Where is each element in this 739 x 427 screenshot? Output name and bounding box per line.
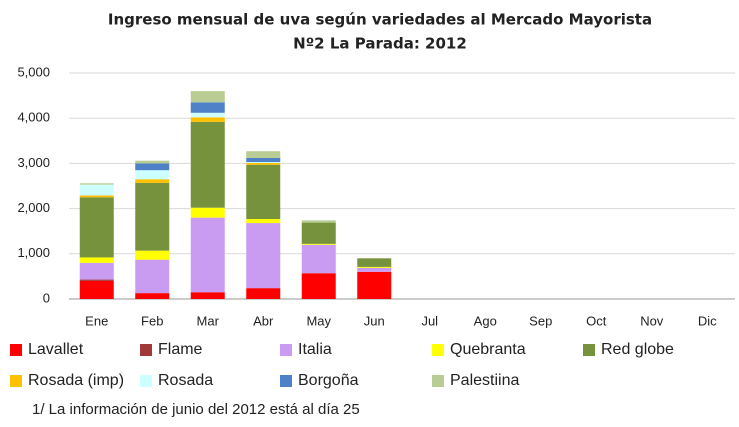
y-tick-label: 1,000 xyxy=(17,245,50,260)
bar-segment xyxy=(135,259,170,294)
bar-segment xyxy=(135,182,170,251)
bar-segment xyxy=(79,280,114,299)
x-tick-label: Feb xyxy=(141,313,163,328)
y-tick-label: 0 xyxy=(43,290,50,305)
bar-segment xyxy=(135,250,170,260)
legend-swatch xyxy=(280,375,292,387)
bar-segment xyxy=(79,279,114,281)
legend-swatch xyxy=(10,344,22,356)
legend-label: Quebranta xyxy=(450,341,526,358)
bar-segment xyxy=(135,179,170,183)
bar-segment xyxy=(357,266,392,268)
bar-segment xyxy=(301,273,336,299)
x-tick-label: Oct xyxy=(586,313,607,328)
bar-segment xyxy=(190,207,225,218)
bar-segment xyxy=(190,292,225,299)
bar-segment xyxy=(135,163,170,171)
legend-swatch xyxy=(432,375,444,387)
bar-segment xyxy=(246,288,281,299)
bar-segment xyxy=(357,258,392,267)
x-tick-label: Ene xyxy=(85,313,108,328)
x-tick-label: Mar xyxy=(197,313,220,328)
legend-swatch xyxy=(10,375,22,387)
bar-segment xyxy=(135,170,170,180)
legend-swatch xyxy=(140,375,152,387)
bar-segment xyxy=(301,244,336,274)
x-tick-label: Abr xyxy=(253,313,274,328)
bar-segment xyxy=(301,243,336,245)
footnote: 1/ La información de junio del 2012 está… xyxy=(32,401,360,418)
chart-title: Ingreso mensual de uva según variedades … xyxy=(108,11,652,29)
x-tick-label: Ago xyxy=(474,313,497,328)
bar-segment xyxy=(190,112,225,118)
x-tick-label: May xyxy=(306,313,331,328)
legend-swatch xyxy=(280,344,292,356)
legend-label: Palestiina xyxy=(450,372,519,389)
legend-label: Rosada (imp) xyxy=(28,372,124,389)
x-tick-label: Sep xyxy=(529,313,552,328)
bar-segment xyxy=(190,117,225,122)
legend-swatch xyxy=(583,344,595,356)
x-tick-label: Jul xyxy=(421,313,438,328)
bar-segment xyxy=(79,184,114,196)
legend-label: Red globe xyxy=(601,341,674,358)
legend-label: Lavallet xyxy=(28,341,84,358)
legend-label: Italia xyxy=(298,341,332,358)
x-tick-label: Nov xyxy=(640,313,664,328)
y-tick-label: 3,000 xyxy=(17,155,50,170)
bar-segment xyxy=(301,220,336,223)
y-tick-label: 2,000 xyxy=(17,200,50,215)
legend-swatch xyxy=(140,344,152,356)
bar-segment xyxy=(357,267,392,272)
bar-segment xyxy=(135,293,170,299)
bar-segment xyxy=(246,162,281,163)
bar-segment xyxy=(79,183,114,185)
bar-segment xyxy=(246,223,281,289)
x-tick-label: Dic xyxy=(698,313,717,328)
bar-segment xyxy=(190,102,225,113)
y-tick-label: 4,000 xyxy=(17,110,50,125)
chart-subtitle: Nº2 La Parada: 2012 xyxy=(293,35,467,53)
bar-segment xyxy=(246,218,281,224)
bar-segment xyxy=(79,197,114,258)
bar-segment xyxy=(79,262,114,280)
bar-segment xyxy=(246,151,281,158)
legend-label: Rosada xyxy=(158,372,213,389)
legend-label: Borgoña xyxy=(298,372,359,389)
bar-segment xyxy=(135,160,170,164)
legend-swatch xyxy=(432,344,444,356)
bar-segment xyxy=(190,217,225,293)
bar-segment xyxy=(79,195,114,198)
bar-segment xyxy=(190,91,225,103)
bar-segment xyxy=(246,162,281,165)
bar-segment xyxy=(190,121,225,208)
x-tick-label: Jun xyxy=(364,313,385,328)
bar-segment xyxy=(357,271,392,299)
y-tick-label: 5,000 xyxy=(17,64,50,79)
bar-segment xyxy=(246,157,281,163)
legend-label: Flame xyxy=(158,341,203,358)
bar-segment xyxy=(301,222,336,244)
bar-segment xyxy=(246,164,281,219)
bar-segment xyxy=(79,257,114,263)
